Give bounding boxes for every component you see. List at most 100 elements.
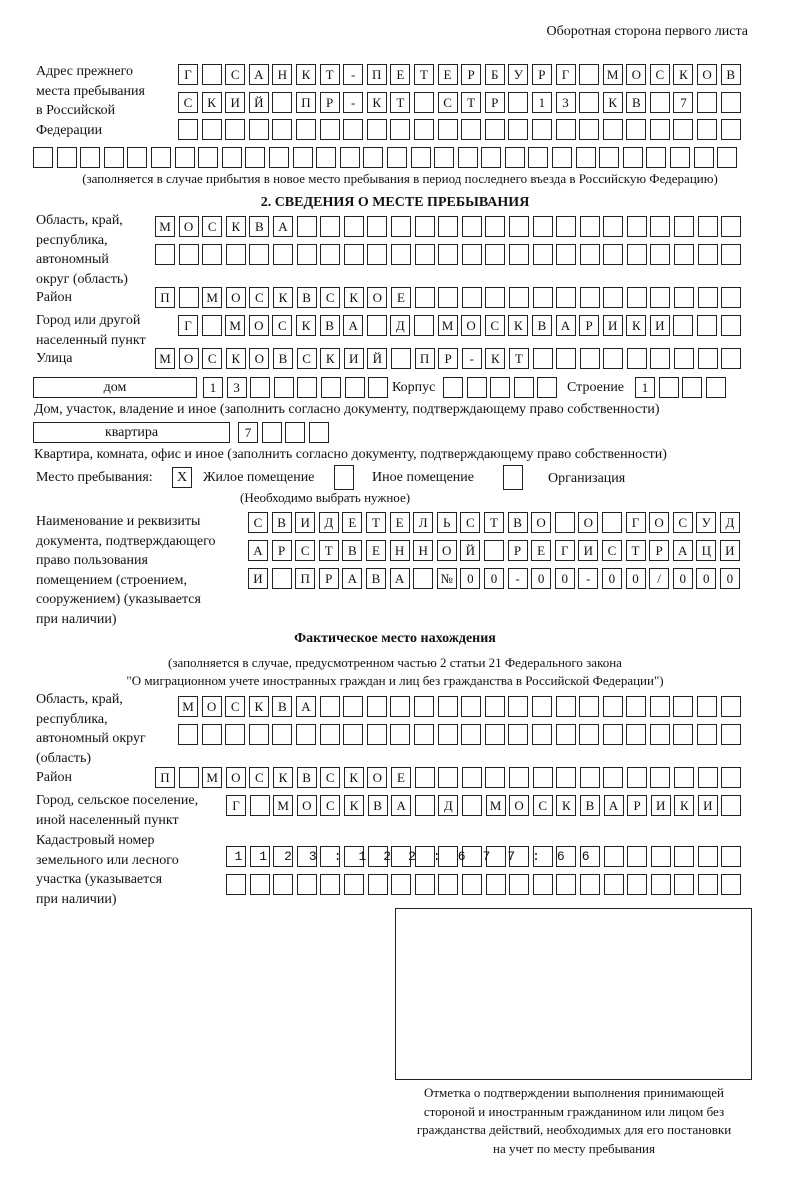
- char-cell[interactable]: [343, 216, 364, 237]
- char-cell[interactable]: О: [461, 315, 482, 336]
- char-cell[interactable]: [226, 874, 246, 895]
- char-cell[interactable]: Г: [178, 315, 198, 336]
- char-cell[interactable]: [320, 846, 341, 867]
- char-cell[interactable]: [438, 216, 459, 237]
- char-cell[interactable]: [461, 724, 482, 745]
- char-cell[interactable]: [556, 767, 577, 788]
- char-cell[interactable]: [674, 846, 695, 867]
- char-cell[interactable]: Р: [531, 64, 552, 85]
- char-cell[interactable]: [720, 724, 741, 745]
- char-cell[interactable]: [721, 767, 742, 788]
- char-cell[interactable]: [438, 244, 459, 265]
- char-cell[interactable]: В: [249, 216, 270, 237]
- char-cell[interactable]: О: [296, 795, 317, 816]
- char-cell[interactable]: [198, 147, 219, 168]
- char-cell[interactable]: [461, 287, 482, 308]
- char-cell[interactable]: [319, 696, 340, 717]
- char-cell[interactable]: [343, 696, 364, 717]
- char-cell[interactable]: [485, 287, 506, 308]
- char-cell[interactable]: [297, 377, 318, 398]
- char-cell[interactable]: [343, 874, 364, 895]
- char-cell[interactable]: И: [697, 795, 718, 816]
- char-cell[interactable]: [650, 287, 671, 308]
- char-cell[interactable]: [697, 315, 718, 336]
- char-cell[interactable]: [532, 287, 553, 308]
- char-cell[interactable]: Д: [318, 512, 339, 533]
- char-cell[interactable]: [390, 348, 411, 369]
- char-cell[interactable]: Р: [484, 92, 505, 113]
- char-cell[interactable]: 1: [531, 92, 552, 113]
- char-cell[interactable]: [437, 724, 458, 745]
- char-cell[interactable]: [296, 216, 317, 237]
- char-cell[interactable]: К: [674, 795, 695, 816]
- char-cell[interactable]: [532, 348, 553, 369]
- char-cell[interactable]: П: [155, 287, 175, 308]
- char-cell[interactable]: [414, 846, 435, 867]
- char-cell[interactable]: О: [626, 64, 647, 85]
- char-cell[interactable]: [461, 216, 482, 237]
- char-cell[interactable]: К: [225, 348, 246, 369]
- char-cell[interactable]: [603, 287, 624, 308]
- char-cell[interactable]: [319, 119, 340, 140]
- char-cell[interactable]: [484, 696, 505, 717]
- char-cell[interactable]: С: [202, 348, 223, 369]
- char-cell[interactable]: [556, 216, 577, 237]
- char-cell[interactable]: [579, 846, 600, 867]
- char-cell[interactable]: [697, 724, 718, 745]
- char-cell[interactable]: Н: [272, 64, 293, 85]
- char-cell[interactable]: 3: [555, 92, 576, 113]
- char-cell[interactable]: [438, 874, 459, 895]
- char-cell[interactable]: Т: [461, 92, 482, 113]
- char-cell[interactable]: [320, 377, 341, 398]
- char-cell[interactable]: [717, 147, 738, 168]
- char-cell[interactable]: К: [225, 216, 246, 237]
- char-cell[interactable]: [484, 119, 505, 140]
- char-cell[interactable]: [368, 377, 389, 398]
- char-cell[interactable]: С: [225, 696, 246, 717]
- char-cell[interactable]: И: [578, 540, 599, 561]
- char-cell[interactable]: В: [272, 348, 293, 369]
- char-cell[interactable]: [245, 147, 266, 168]
- char-cell[interactable]: Н: [413, 540, 434, 561]
- char-cell[interactable]: 0: [696, 568, 717, 589]
- char-cell[interactable]: М: [155, 348, 175, 369]
- char-cell[interactable]: [650, 348, 671, 369]
- char-cell[interactable]: О: [201, 696, 222, 717]
- char-cell[interactable]: [249, 795, 270, 816]
- char-cell[interactable]: [367, 874, 388, 895]
- char-cell[interactable]: [366, 119, 387, 140]
- char-cell[interactable]: Ь: [436, 512, 457, 533]
- char-cell[interactable]: А: [248, 540, 268, 561]
- char-cell[interactable]: [367, 846, 388, 867]
- char-cell[interactable]: [552, 147, 573, 168]
- char-cell[interactable]: М: [155, 216, 175, 237]
- char-cell[interactable]: [603, 767, 624, 788]
- char-cell[interactable]: О: [367, 287, 388, 308]
- char-cell[interactable]: [649, 724, 670, 745]
- char-cell[interactable]: И: [719, 540, 740, 561]
- char-cell[interactable]: [537, 377, 558, 398]
- char-cell[interactable]: К: [508, 315, 529, 336]
- char-cell[interactable]: О: [178, 348, 199, 369]
- char-cell[interactable]: [273, 874, 294, 895]
- char-cell[interactable]: [646, 147, 667, 168]
- char-cell[interactable]: С: [248, 512, 268, 533]
- char-cell[interactable]: Т: [483, 512, 504, 533]
- char-cell[interactable]: [414, 287, 435, 308]
- char-cell[interactable]: [483, 540, 504, 561]
- char-cell[interactable]: [602, 119, 623, 140]
- char-cell[interactable]: [461, 119, 482, 140]
- flat-type-box[interactable]: квартира: [33, 422, 230, 443]
- char-cell[interactable]: М: [602, 64, 623, 85]
- char-cell[interactable]: [626, 216, 647, 237]
- char-cell[interactable]: О: [531, 512, 552, 533]
- char-cell[interactable]: [343, 724, 364, 745]
- char-cell[interactable]: О: [649, 512, 670, 533]
- char-cell[interactable]: [443, 377, 463, 398]
- char-cell[interactable]: 1: [203, 377, 223, 398]
- char-cell[interactable]: В: [507, 512, 528, 533]
